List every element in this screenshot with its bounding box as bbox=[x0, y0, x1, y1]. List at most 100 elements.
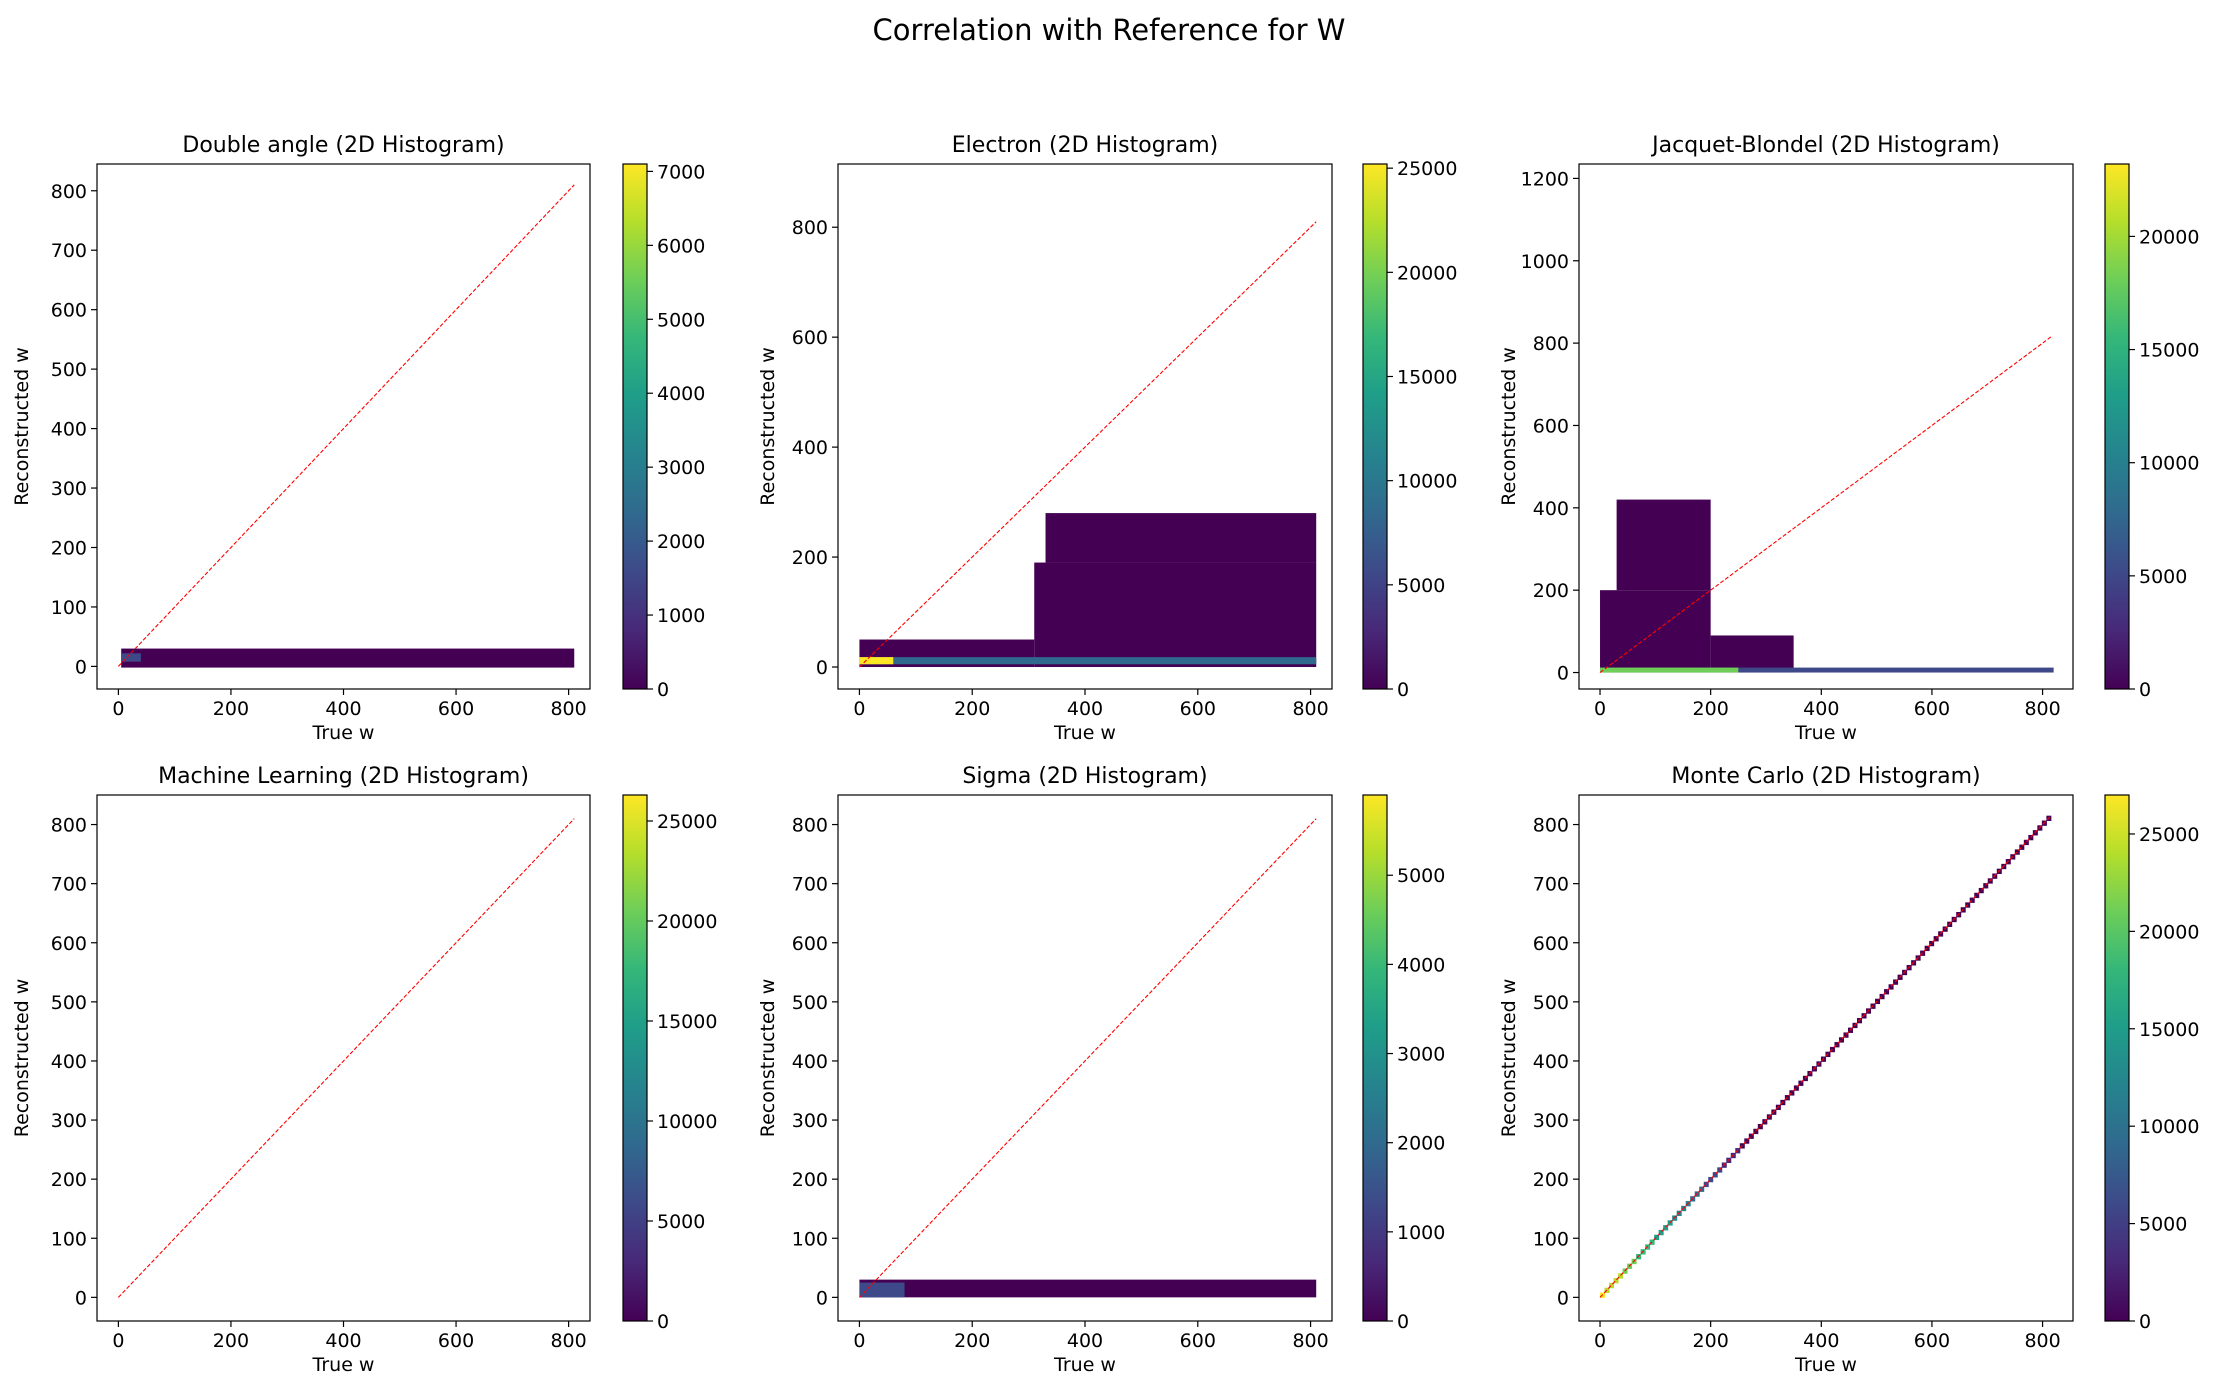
colorbar-tick-label: 25000 bbox=[1397, 158, 1457, 180]
reference-line bbox=[859, 818, 1317, 1298]
colorbar bbox=[2104, 163, 2130, 690]
x-tick-label: 0 bbox=[112, 698, 124, 720]
histogram-cells bbox=[121, 648, 575, 668]
diagonal-bin bbox=[1744, 1138, 1750, 1144]
histogram-region-2 bbox=[1034, 562, 1317, 668]
colorbar bbox=[622, 163, 648, 690]
y-tick-label: 100 bbox=[51, 1228, 87, 1250]
y-tick-label: 600 bbox=[51, 933, 87, 955]
y-tick-label: 200 bbox=[792, 547, 828, 569]
colorbar-tick-label: 2000 bbox=[657, 531, 705, 553]
histogram-cells bbox=[859, 1279, 1317, 1298]
x-tick-label: 0 bbox=[1594, 1330, 1606, 1352]
panel-1: 0 200 400 600 800 0 100 200 300 400 500 600 700 800 Do… bbox=[11, 133, 705, 744]
y-tick-label: 0 bbox=[1557, 1287, 1569, 1309]
y-tick-label: 800 bbox=[1533, 333, 1569, 355]
reference-line bbox=[859, 221, 1317, 668]
axes-frame bbox=[96, 163, 591, 690]
y-tick-label: 0 bbox=[1557, 663, 1569, 685]
diagonal-bin bbox=[1933, 936, 1939, 942]
histogram-region-1 bbox=[859, 1279, 1317, 1298]
x-tick-label: 800 bbox=[550, 698, 586, 720]
y-tick-label: 200 bbox=[792, 1169, 828, 1191]
y-axis-label: Reconstructed w bbox=[757, 347, 779, 506]
colorbar bbox=[1362, 794, 1388, 1322]
x-tick-label: 200 bbox=[1693, 1330, 1729, 1352]
panel-3: 0 200 400 600 800 0 200 400 600 800 1000 1200 Jacque… bbox=[1498, 133, 2199, 744]
y-tick-label: 0 bbox=[816, 1287, 828, 1309]
x-axis-label: True w bbox=[312, 722, 375, 744]
diagonal-bin bbox=[1929, 940, 1935, 947]
diagonal-bin bbox=[1924, 945, 1930, 952]
y-axis-label: Reconstructed w bbox=[1498, 979, 1520, 1138]
diagonal-bin bbox=[1974, 892, 1980, 899]
colorbar-tick-label: 20000 bbox=[2139, 226, 2199, 248]
x-tick-label: 800 bbox=[1292, 698, 1328, 720]
x-axis-label: True w bbox=[1053, 722, 1116, 744]
colorbar-tick-label: 25000 bbox=[657, 811, 717, 833]
diagonal-bin bbox=[1609, 1282, 1615, 1289]
x-tick-label: 600 bbox=[1180, 698, 1216, 720]
panel-title: Electron (2D Histogram) bbox=[952, 133, 1218, 158]
y-tick-label: 500 bbox=[51, 992, 87, 1014]
y-tick-label: 600 bbox=[792, 327, 828, 349]
diagonal-bin bbox=[1703, 1181, 1709, 1188]
diagonal-bin bbox=[1658, 1229, 1664, 1236]
diagonal-bin bbox=[1879, 993, 1885, 1000]
y-tick-label: 700 bbox=[792, 874, 828, 896]
colorbar-tick-label: 6000 bbox=[657, 235, 705, 257]
x-tick-label: 600 bbox=[438, 1330, 474, 1352]
y-tick-label: 400 bbox=[1533, 498, 1569, 520]
colorbar-tick-label: 0 bbox=[657, 1311, 669, 1333]
x-tick-label: 400 bbox=[1803, 698, 1839, 720]
panel-5: 0 200 400 600 800 0 100 200 300 400 500 600 700 800 Si… bbox=[757, 764, 1445, 1376]
diagonal-bin bbox=[1654, 1234, 1660, 1241]
colorbar-tick-label: 20000 bbox=[1397, 262, 1457, 284]
reference-line bbox=[1599, 815, 2052, 1298]
histogram-region-5 bbox=[1600, 667, 1739, 673]
x-tick-label: 800 bbox=[2024, 1330, 2060, 1352]
colorbar-tick-label: 0 bbox=[657, 679, 669, 701]
colorbar-tick-label: 4000 bbox=[657, 383, 705, 405]
y-tick-label: 600 bbox=[51, 300, 87, 322]
panel-title: Machine Learning (2D Histogram) bbox=[158, 764, 529, 789]
colorbar-tick-label: 2000 bbox=[1397, 1133, 1445, 1155]
colorbar bbox=[2104, 794, 2130, 1322]
colorbar-tick-label: 5000 bbox=[1397, 865, 1445, 887]
colorbar-tick-label: 7000 bbox=[657, 161, 705, 183]
histogram-region-2 bbox=[121, 653, 141, 662]
y-tick-label: 200 bbox=[51, 1169, 87, 1191]
histogram-region-3 bbox=[1616, 499, 1711, 591]
colorbar bbox=[1362, 163, 1388, 690]
y-axis-label: Reconstructed w bbox=[757, 979, 779, 1138]
y-tick-label: 800 bbox=[51, 815, 87, 837]
diagonal-bin bbox=[1753, 1128, 1759, 1135]
reference-line bbox=[117, 184, 575, 667]
colorbar-tick-label: 0 bbox=[2139, 679, 2151, 701]
colorbar-tick-label: 1000 bbox=[1397, 1222, 1445, 1244]
x-tick-label: 0 bbox=[112, 1330, 124, 1352]
x-tick-label: 0 bbox=[853, 1330, 865, 1352]
y-tick-label: 100 bbox=[51, 597, 87, 619]
colorbar bbox=[622, 794, 648, 1322]
x-axis-label: True w bbox=[1794, 722, 1857, 744]
y-tick-label: 500 bbox=[1533, 992, 1569, 1014]
histogram-region-2 bbox=[859, 1282, 905, 1298]
x-tick-label: 400 bbox=[325, 1330, 361, 1352]
colorbar-tick-label: 3000 bbox=[1397, 1044, 1445, 1066]
colorbar-tick-label: 5000 bbox=[2139, 1214, 2187, 1236]
y-tick-label: 0 bbox=[75, 1287, 87, 1309]
y-tick-label: 700 bbox=[1533, 874, 1569, 896]
x-tick-label: 800 bbox=[2024, 698, 2060, 720]
histogram-region-1 bbox=[121, 648, 575, 668]
axes-frame bbox=[837, 794, 1333, 1322]
x-axis-label: True w bbox=[1053, 1354, 1116, 1376]
x-tick-label: 400 bbox=[1803, 1330, 1839, 1352]
y-tick-label: 600 bbox=[792, 933, 828, 955]
diagonal-bin bbox=[2019, 844, 2025, 850]
x-tick-label: 600 bbox=[1914, 698, 1950, 720]
y-tick-label: 600 bbox=[1533, 415, 1569, 437]
y-tick-label: 200 bbox=[1533, 580, 1569, 602]
histogram-region-2 bbox=[1710, 635, 1794, 673]
y-tick-label: 100 bbox=[792, 1228, 828, 1250]
